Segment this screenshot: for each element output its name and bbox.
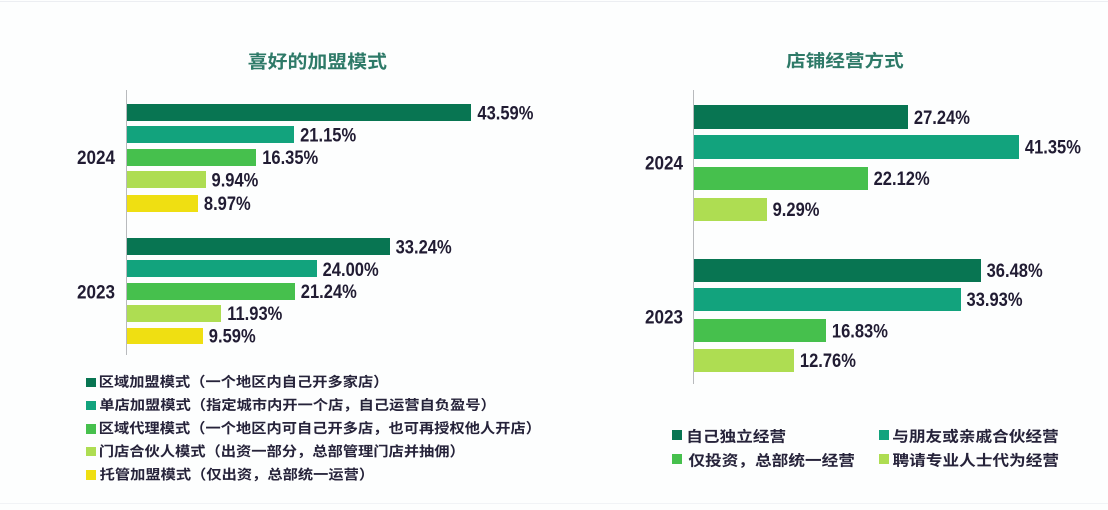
svg-text:16.35%: 16.35% — [262, 147, 318, 168]
svg-text:21.15%: 21.15% — [300, 125, 356, 146]
svg-text:36.48%: 36.48% — [987, 260, 1043, 281]
svg-text:9.59%: 9.59% — [209, 326, 256, 347]
svg-text:41.35%: 41.35% — [1025, 137, 1081, 158]
svg-text:43.59%: 43.59% — [477, 102, 533, 123]
svg-text:33.24%: 33.24% — [396, 236, 452, 257]
svg-text:22.12%: 22.12% — [874, 168, 930, 189]
svg-text:24.00%: 24.00% — [323, 259, 379, 280]
svg-text:11.93%: 11.93% — [227, 303, 282, 324]
svg-text:2023: 2023 — [77, 282, 115, 303]
svg-text:16.83%: 16.83% — [832, 320, 888, 341]
svg-text:27.24%: 27.24% — [914, 107, 970, 128]
svg-text:9.94%: 9.94% — [212, 169, 259, 190]
svg-text:8.97%: 8.97% — [204, 193, 251, 214]
svg-text:2024: 2024 — [77, 147, 115, 168]
svg-text:2024: 2024 — [645, 153, 683, 174]
svg-text:12.76%: 12.76% — [800, 350, 856, 371]
svg-text:9.29%: 9.29% — [773, 199, 820, 220]
svg-text:33.93%: 33.93% — [967, 289, 1023, 310]
svg-text:21.24%: 21.24% — [301, 281, 357, 302]
svg-text:2023: 2023 — [645, 306, 683, 327]
